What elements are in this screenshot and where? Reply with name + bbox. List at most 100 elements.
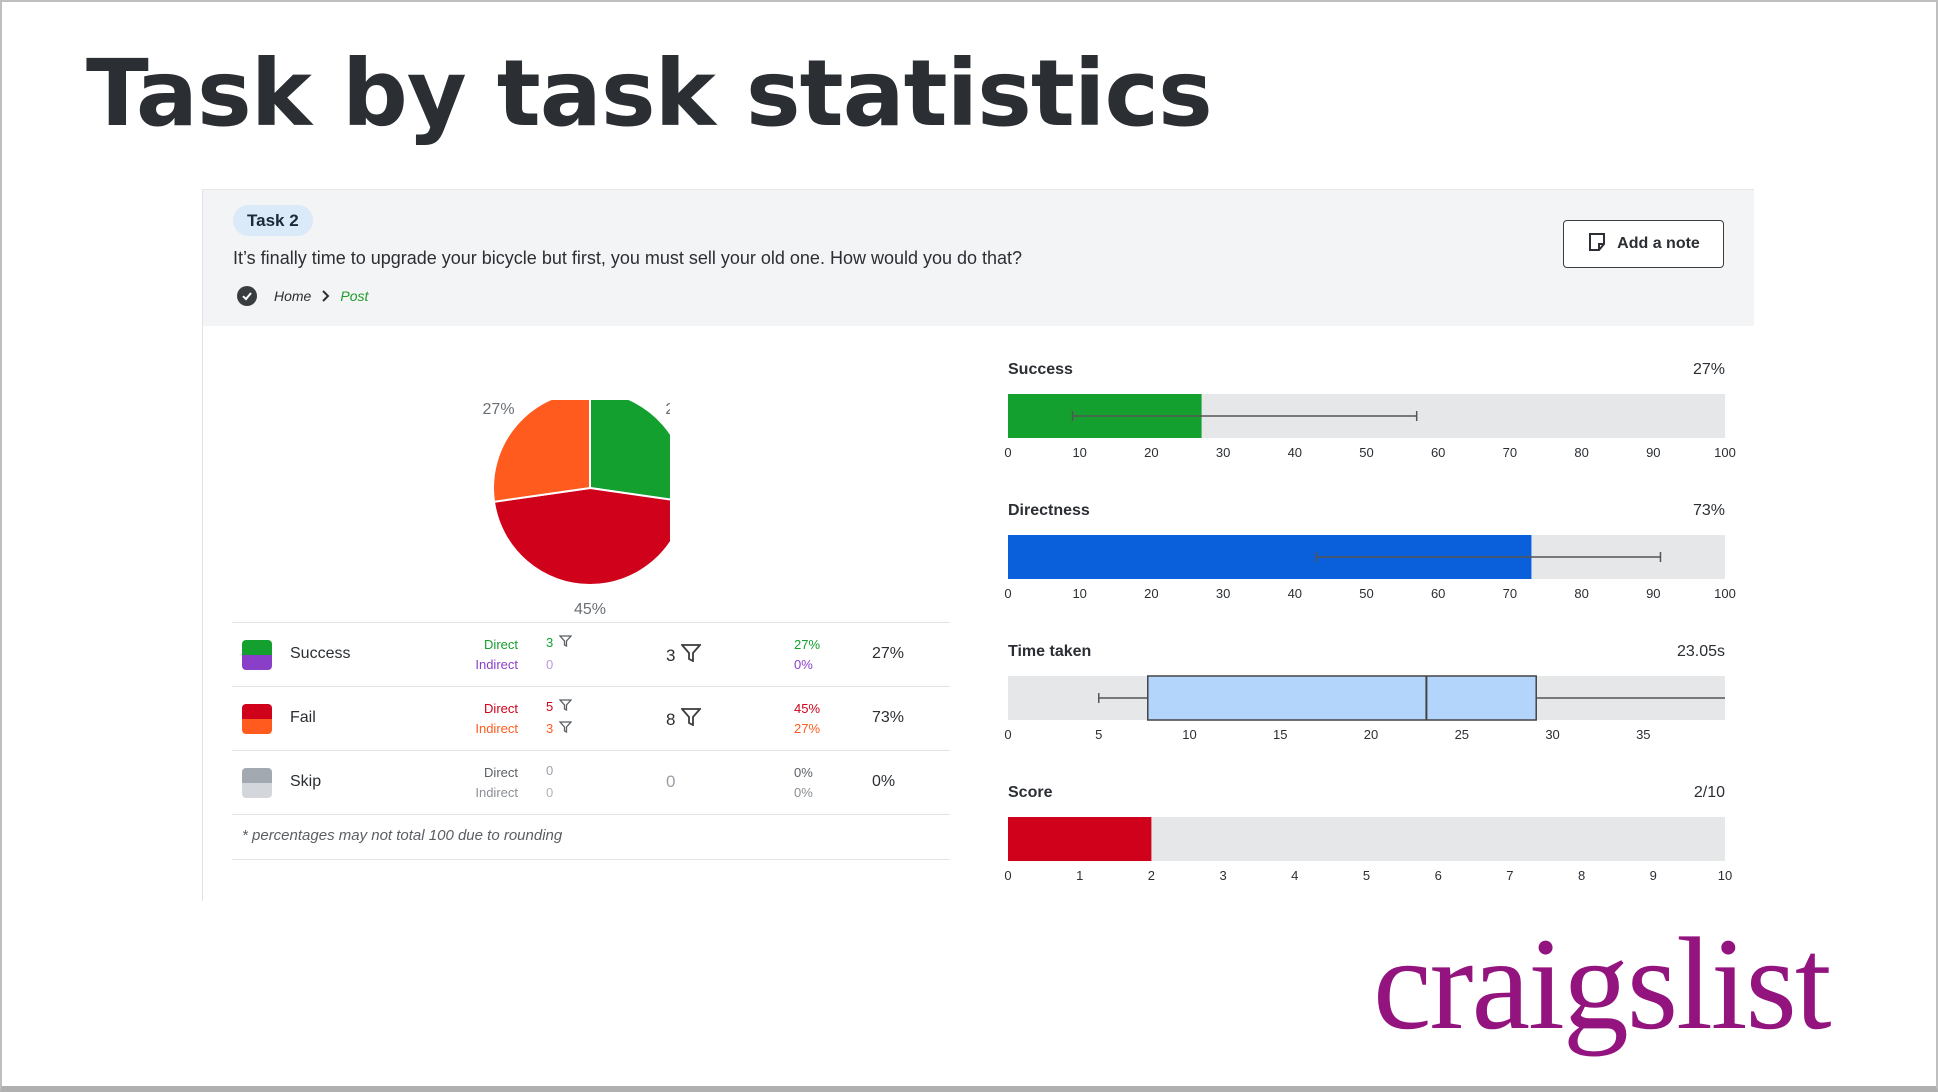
chevron-right-icon <box>321 290 330 302</box>
axis-tick-label: 30 <box>1545 727 1559 742</box>
axis-tick-label: 0 <box>1004 445 1011 460</box>
metric-bar <box>1008 817 1152 861</box>
metric-value: 2/10 <box>1694 784 1725 801</box>
axis-tick-label: 70 <box>1503 445 1517 460</box>
note-icon <box>1587 232 1607 257</box>
axis-tick-label: 10 <box>1072 445 1086 460</box>
box-iqr <box>1147 675 1537 721</box>
pie-slice <box>492 486 688 587</box>
row-pct: 27% <box>872 645 905 662</box>
row-pct: 73% <box>872 709 905 726</box>
metric-time-taken: Time taken 23.05s 0 5 10 15 20 25 30 35 <box>1004 643 1725 742</box>
check-icon <box>237 286 257 306</box>
axis-tick-label: 20 <box>1144 445 1158 460</box>
total-count-value: 3 <box>666 645 676 665</box>
axis-tick-label: 40 <box>1288 586 1302 601</box>
filter-icon[interactable] <box>558 721 573 736</box>
axis-tick-label: 1 <box>1076 868 1083 883</box>
metric-title: Time taken <box>1008 643 1091 660</box>
axis-tick-label: 0 <box>1004 868 1011 883</box>
axis-tick-label: 5 <box>1095 727 1102 742</box>
direct-pct: 0% <box>794 765 813 780</box>
axis-tick-label: 0 <box>1004 727 1011 742</box>
axis-tick-label: 5 <box>1363 868 1370 883</box>
axis-tick-label: 20 <box>1364 727 1378 742</box>
axis-tick-label: 35 <box>1636 727 1650 742</box>
axis-tick-label: 60 <box>1431 445 1445 460</box>
axis-tick-label: 30 <box>1216 586 1230 601</box>
filter-icon[interactable] <box>558 699 573 714</box>
axis-tick-label: 10 <box>1072 586 1086 601</box>
skip-swatch <box>242 768 272 798</box>
metric-title: Directness <box>1008 502 1090 519</box>
indirect-count: 0 <box>546 785 554 800</box>
breadcrumb-home: Home <box>274 288 312 304</box>
metric-charts-svg: Success 27%0 10 20 30 40 50 60 70 80 90 100Directne… <box>1004 361 1736 883</box>
indirect-pct: 0% <box>794 657 813 672</box>
add-note-button[interactable]: Add a note <box>1563 220 1724 268</box>
axis-tick-label: 9 <box>1650 868 1657 883</box>
axis-tick-label: 90 <box>1646 445 1660 460</box>
axis-tick-label: 3 <box>1219 868 1226 883</box>
metric-title: Success <box>1008 361 1073 378</box>
indirect-label: Indirect <box>475 657 518 672</box>
axis-tick-label: 100 <box>1714 586 1736 601</box>
filter-icon[interactable] <box>680 644 703 667</box>
pie-slice-label: 27% <box>665 401 670 418</box>
axis-tick-label: 25 <box>1455 727 1469 742</box>
axis-tick-label: 30 <box>1216 445 1230 460</box>
pie-slice-label: 45% <box>574 601 606 618</box>
indirect-pct: 0% <box>794 785 813 800</box>
breadcrumb: Home Post <box>237 286 368 306</box>
total-count: 0 <box>666 772 676 791</box>
breadcrumb-post: Post <box>340 288 369 304</box>
direct-pct: 27% <box>794 637 821 652</box>
axis-tick-label: 7 <box>1506 868 1513 883</box>
pie-chart-svg: 27% 45% 27% <box>483 389 697 618</box>
axis-tick-label: 100 <box>1714 445 1736 460</box>
total-count: 8 <box>666 708 703 731</box>
footnote: * percentages may not total 100 due to r… <box>232 814 950 860</box>
row-label: Skip <box>290 773 322 790</box>
direct-count: 5 <box>546 699 573 714</box>
indirect-count: 3 <box>546 721 573 736</box>
metric-value: 23.05s <box>1677 643 1725 660</box>
direct-count-value: 3 <box>546 635 554 650</box>
axis-tick-label: 50 <box>1359 586 1373 601</box>
indirect-pct: 27% <box>794 721 821 736</box>
metric-charts: Success 27% 0 10 20 30 40 50 60 70 80 90 100 Directne… <box>985 350 1755 895</box>
axis-tick-label: 60 <box>1431 586 1445 601</box>
axis-tick-label: 80 <box>1574 586 1588 601</box>
filter-icon[interactable] <box>680 708 703 731</box>
metric-value: 27% <box>1693 361 1725 378</box>
pie-slice-label: 27% <box>483 401 515 418</box>
indirect-count-value: 3 <box>546 721 554 736</box>
direct-count: 3 <box>546 635 573 650</box>
row-pct: 0% <box>872 773 896 790</box>
axis-tick-label: 10 <box>1718 868 1732 883</box>
row-label: Fail <box>290 709 316 726</box>
indirect-label: Indirect <box>475 785 518 800</box>
stats-table: Success Direct Indirect 3 0 3 27% 0% 27%… <box>232 622 950 860</box>
filter-icon[interactable] <box>558 635 573 650</box>
task-header: Task 2 It’s finally time to upgrade your… <box>203 189 1754 326</box>
direct-label: Direct <box>484 637 518 652</box>
axis-tick-label: 6 <box>1435 868 1442 883</box>
indirect-label: Indirect <box>475 721 518 736</box>
fail-swatch <box>242 704 272 734</box>
direct-pct: 45% <box>794 701 821 716</box>
craigslist-logo: craigslist <box>1373 910 1832 1057</box>
table-row-fail: Fail Direct Indirect 5 3 8 45% 27% 73% <box>232 686 950 750</box>
axis-tick-label: 20 <box>1144 586 1158 601</box>
pie-chart: 27% 45% 27% <box>250 389 697 625</box>
axis-tick-label: 8 <box>1578 868 1585 883</box>
axis-tick-label: 80 <box>1574 445 1588 460</box>
success-swatch <box>242 640 272 670</box>
axis-tick-label: 2 <box>1148 868 1155 883</box>
table-row-success: Success Direct Indirect 3 0 3 27% 0% 27% <box>232 622 950 686</box>
axis-tick-label: 0 <box>1004 586 1011 601</box>
row-label: Success <box>290 645 351 662</box>
metric-success: Success 27% 0 10 20 30 40 50 60 70 80 90 100 <box>1004 361 1735 460</box>
pie-slice <box>589 389 688 503</box>
